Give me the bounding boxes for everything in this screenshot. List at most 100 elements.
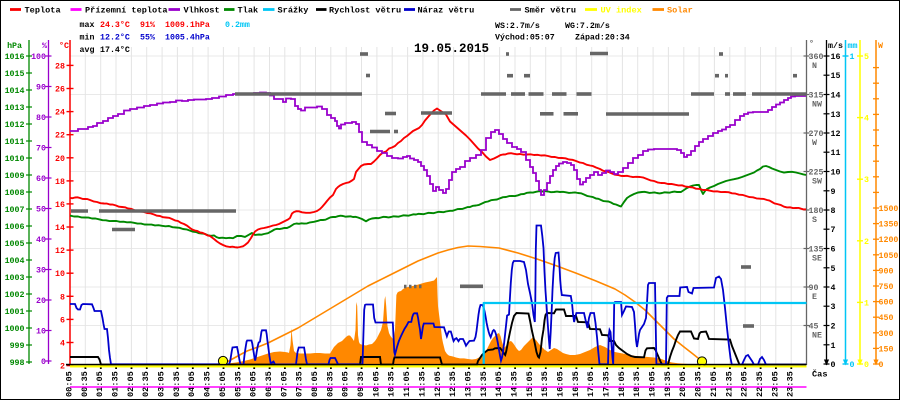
svg-text:Vlhkost: Vlhkost bbox=[184, 6, 220, 16]
svg-text:11:35: 11:35 bbox=[417, 371, 427, 397]
svg-text:17:35: 17:35 bbox=[602, 371, 612, 397]
svg-text:09:05: 09:05 bbox=[341, 371, 351, 397]
svg-text:min: min bbox=[80, 33, 95, 43]
svg-text:18:05: 18:05 bbox=[617, 371, 627, 397]
svg-text:750: 750 bbox=[879, 283, 894, 292]
svg-text:23:35: 23:35 bbox=[786, 371, 796, 397]
svg-text:1003: 1003 bbox=[5, 274, 25, 283]
svg-text:Přízemní teplota: Přízemní teplota bbox=[85, 6, 168, 16]
svg-text:WS:2.7m/s: WS:2.7m/s bbox=[495, 21, 540, 31]
svg-text:10: 10 bbox=[55, 270, 65, 279]
svg-text:WG:7.2m/s: WG:7.2m/s bbox=[565, 21, 610, 31]
svg-text:NW: NW bbox=[812, 101, 822, 110]
svg-text:08:35: 08:35 bbox=[325, 371, 335, 397]
svg-text:m/s: m/s bbox=[828, 41, 843, 51]
svg-text:40: 40 bbox=[36, 236, 46, 245]
svg-text:8: 8 bbox=[60, 293, 65, 302]
svg-text:NE: NE bbox=[812, 332, 822, 341]
svg-text:15:05: 15:05 bbox=[525, 371, 535, 397]
svg-text:2: 2 bbox=[60, 363, 65, 372]
svg-text:1016: 1016 bbox=[5, 53, 25, 62]
svg-text:15:35: 15:35 bbox=[540, 371, 550, 397]
svg-text:°: ° bbox=[809, 40, 814, 49]
svg-text:9: 9 bbox=[831, 188, 836, 197]
svg-text:900: 900 bbox=[879, 267, 894, 276]
svg-text:03:35: 03:35 bbox=[172, 371, 182, 397]
svg-text:1009: 1009 bbox=[5, 172, 25, 181]
svg-text:1015: 1015 bbox=[5, 70, 25, 79]
svg-text:600: 600 bbox=[879, 299, 894, 308]
svg-text:19.05.2015: 19.05.2015 bbox=[414, 42, 489, 56]
svg-text:14:35: 14:35 bbox=[510, 371, 520, 397]
svg-text:55%: 55% bbox=[140, 34, 155, 43]
svg-text:Západ:20:34: Západ:20:34 bbox=[575, 33, 630, 43]
svg-text:Východ:05:07: Východ:05:07 bbox=[495, 33, 555, 43]
svg-text:Náraz větru: Náraz větru bbox=[418, 6, 475, 16]
svg-text:998: 998 bbox=[10, 359, 25, 368]
svg-text:19:35: 19:35 bbox=[663, 371, 673, 397]
svg-text:SE: SE bbox=[812, 255, 822, 264]
svg-text:315: 315 bbox=[809, 92, 824, 101]
svg-text:20: 20 bbox=[36, 297, 46, 306]
svg-text:3: 3 bbox=[864, 176, 869, 185]
svg-text:90: 90 bbox=[36, 84, 46, 93]
svg-text:80: 80 bbox=[36, 114, 46, 123]
svg-text:hPa: hPa bbox=[7, 41, 22, 51]
svg-text:W: W bbox=[878, 42, 883, 51]
svg-text:Čas: Čas bbox=[812, 369, 827, 380]
svg-text:1009.1hPa: 1009.1hPa bbox=[165, 20, 210, 30]
svg-text:5: 5 bbox=[864, 53, 869, 62]
svg-text:11:05: 11:05 bbox=[402, 371, 412, 397]
svg-text:07:05: 07:05 bbox=[279, 371, 289, 397]
svg-text:1008: 1008 bbox=[5, 189, 25, 198]
svg-text:1006: 1006 bbox=[5, 223, 25, 232]
svg-text:1014: 1014 bbox=[5, 87, 25, 96]
svg-text:%: % bbox=[42, 42, 47, 51]
svg-text:8: 8 bbox=[831, 207, 836, 216]
svg-text:1001: 1001 bbox=[5, 308, 25, 317]
svg-text:4: 4 bbox=[60, 340, 65, 349]
svg-text:05:05: 05:05 bbox=[218, 371, 228, 397]
svg-text:06:05: 06:05 bbox=[249, 371, 259, 397]
svg-text:12.2°C: 12.2°C bbox=[100, 34, 130, 43]
svg-text:avg: avg bbox=[80, 46, 95, 55]
svg-text:19:05: 19:05 bbox=[648, 371, 658, 397]
svg-text:Směr větru: Směr větru bbox=[525, 6, 577, 16]
svg-text:03:05: 03:05 bbox=[157, 371, 167, 397]
svg-text:22: 22 bbox=[55, 132, 65, 141]
svg-text:°C: °C bbox=[59, 42, 69, 51]
svg-text:12:35: 12:35 bbox=[448, 371, 458, 397]
svg-text:14:05: 14:05 bbox=[494, 371, 504, 397]
svg-text:Teplota: Teplota bbox=[25, 6, 61, 16]
svg-text:07:35: 07:35 bbox=[295, 371, 305, 397]
svg-text:1011: 1011 bbox=[5, 138, 25, 147]
svg-text:16: 16 bbox=[831, 53, 841, 62]
svg-text:450: 450 bbox=[879, 314, 894, 323]
svg-text:17.4°C: 17.4°C bbox=[100, 46, 130, 55]
svg-text:10: 10 bbox=[831, 169, 841, 178]
svg-text:W: W bbox=[812, 139, 817, 148]
svg-text:N: N bbox=[812, 62, 817, 71]
svg-text:UV index: UV index bbox=[601, 6, 642, 16]
svg-text:90: 90 bbox=[809, 284, 819, 293]
svg-text:5: 5 bbox=[831, 265, 836, 274]
svg-text:4: 4 bbox=[864, 115, 869, 124]
svg-text:15: 15 bbox=[831, 72, 841, 81]
svg-text:08:05: 08:05 bbox=[310, 371, 320, 397]
svg-text:1013: 1013 bbox=[5, 104, 25, 113]
svg-text:16:05: 16:05 bbox=[556, 371, 566, 397]
svg-text:70: 70 bbox=[36, 145, 46, 154]
svg-text:6: 6 bbox=[60, 316, 65, 325]
svg-text:18:35: 18:35 bbox=[632, 371, 642, 397]
svg-text:7: 7 bbox=[831, 226, 836, 235]
svg-text:4: 4 bbox=[831, 284, 836, 293]
svg-text:45: 45 bbox=[809, 323, 819, 332]
svg-text:13:35: 13:35 bbox=[479, 371, 489, 397]
svg-text:20: 20 bbox=[55, 155, 65, 164]
svg-text:50: 50 bbox=[36, 206, 46, 215]
svg-text:SW: SW bbox=[812, 178, 822, 187]
svg-text:1005.4hPa: 1005.4hPa bbox=[165, 33, 210, 43]
svg-text:0: 0 bbox=[864, 361, 869, 370]
svg-text:18: 18 bbox=[55, 178, 65, 187]
svg-text:10:35: 10:35 bbox=[387, 371, 397, 397]
